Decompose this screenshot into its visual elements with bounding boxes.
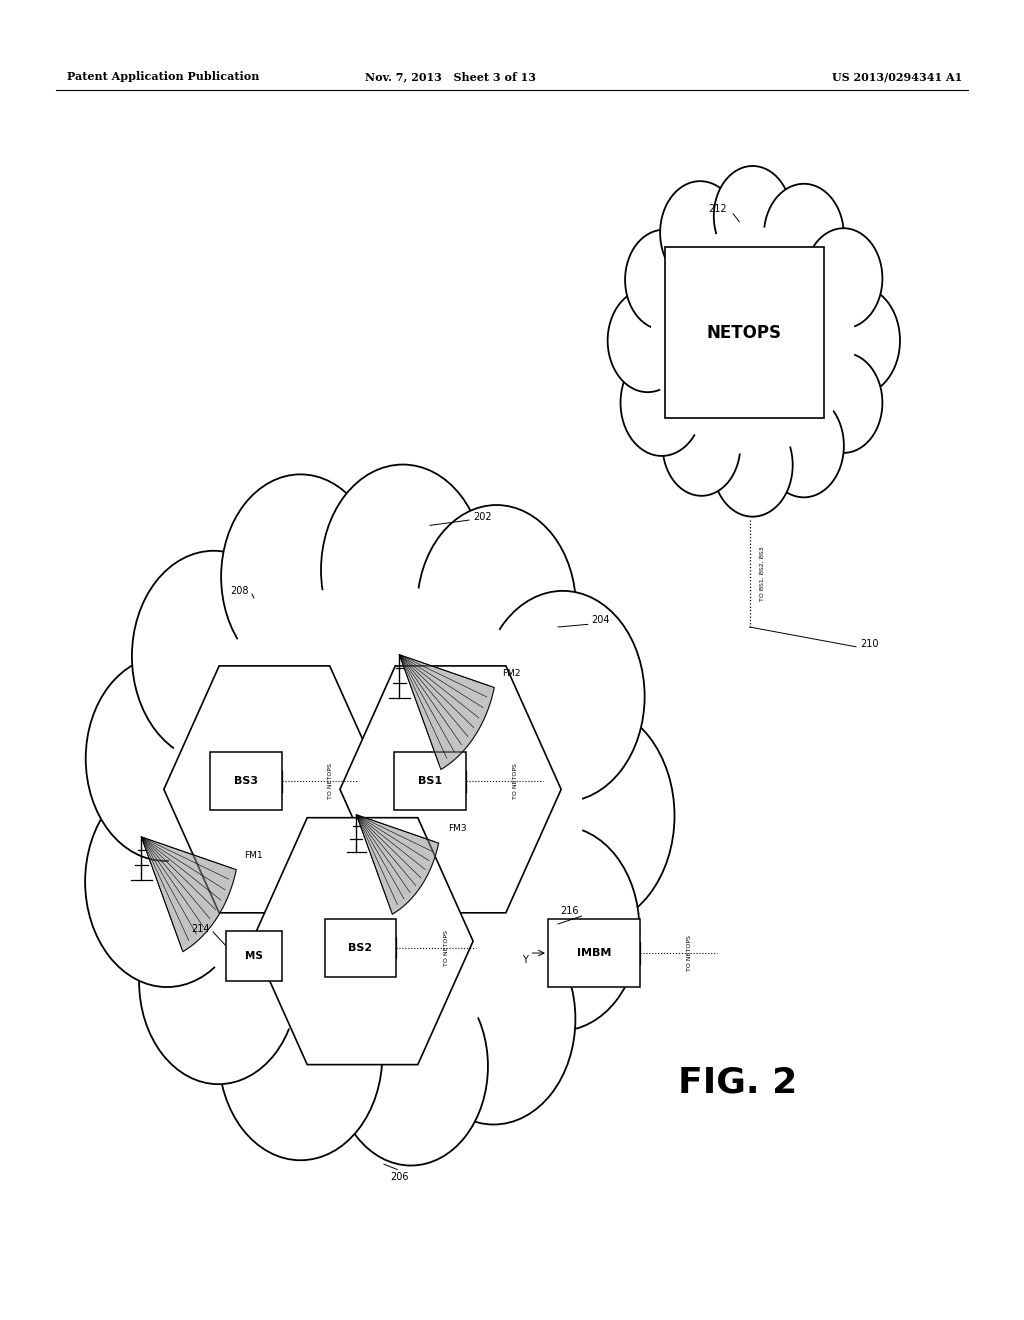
Text: FM2: FM2 [502, 669, 520, 677]
Circle shape [805, 228, 883, 329]
Circle shape [714, 166, 792, 267]
Polygon shape [356, 814, 438, 915]
Circle shape [815, 286, 900, 395]
Circle shape [660, 181, 740, 284]
Text: TO BS1, BS2, BS3: TO BS1, BS2, BS3 [760, 546, 765, 601]
Circle shape [321, 465, 484, 676]
Polygon shape [399, 655, 495, 770]
Bar [226, 931, 282, 981]
Circle shape [221, 474, 380, 678]
Text: MS: MS [245, 950, 263, 961]
Bar [394, 752, 466, 810]
Text: IMBM: IMBM [577, 948, 611, 958]
Circle shape [85, 776, 249, 987]
Text: BS2: BS2 [348, 942, 373, 953]
Circle shape [764, 395, 844, 498]
Circle shape [805, 352, 883, 453]
Circle shape [713, 413, 793, 516]
Text: BS3: BS3 [233, 776, 258, 787]
Circle shape [417, 506, 575, 710]
Circle shape [663, 396, 740, 496]
Text: 210: 210 [860, 639, 879, 649]
Ellipse shape [165, 583, 583, 1048]
Circle shape [764, 183, 844, 286]
Circle shape [621, 350, 702, 455]
Text: TO NETOPS: TO NETOPS [686, 935, 691, 972]
Circle shape [607, 289, 688, 392]
Circle shape [501, 704, 675, 928]
Bar [325, 919, 396, 977]
Text: 208: 208 [230, 586, 249, 597]
Text: US 2013/0294341 A1: US 2013/0294341 A1 [833, 71, 963, 82]
Polygon shape [164, 665, 385, 913]
Text: Nov. 7, 2013   Sheet 3 of 13: Nov. 7, 2013 Sheet 3 of 13 [366, 71, 536, 82]
Circle shape [480, 826, 639, 1031]
Polygon shape [141, 837, 237, 952]
Circle shape [412, 913, 575, 1125]
Text: 216: 216 [560, 906, 579, 916]
Text: Y: Y [522, 954, 528, 965]
Bar [210, 752, 282, 810]
Circle shape [219, 949, 382, 1160]
Polygon shape [340, 665, 561, 913]
Text: 214: 214 [191, 924, 210, 935]
Text: FIG. 2: FIG. 2 [678, 1065, 797, 1100]
Text: NETOPS: NETOPS [707, 323, 782, 342]
Text: BS1: BS1 [418, 776, 442, 787]
Circle shape [86, 656, 245, 861]
Text: TO NETOPS: TO NETOPS [328, 763, 333, 800]
Bar [666, 247, 823, 418]
Circle shape [481, 591, 645, 801]
Circle shape [334, 968, 488, 1166]
Text: 206: 206 [390, 1172, 409, 1183]
Circle shape [139, 879, 298, 1084]
Text: FM1: FM1 [244, 851, 262, 859]
Circle shape [132, 550, 296, 762]
Text: TO NETOPS: TO NETOPS [512, 763, 517, 800]
Text: Patent Application Publication: Patent Application Publication [67, 71, 259, 82]
Text: FM3: FM3 [449, 825, 467, 833]
Bar [548, 919, 640, 987]
Circle shape [625, 230, 702, 330]
Text: 204: 204 [591, 615, 609, 626]
Text: TO NETOPS: TO NETOPS [444, 929, 450, 966]
Ellipse shape [650, 227, 855, 454]
Text: 212: 212 [709, 203, 727, 214]
Text: 202: 202 [473, 512, 492, 523]
Polygon shape [252, 817, 473, 1065]
